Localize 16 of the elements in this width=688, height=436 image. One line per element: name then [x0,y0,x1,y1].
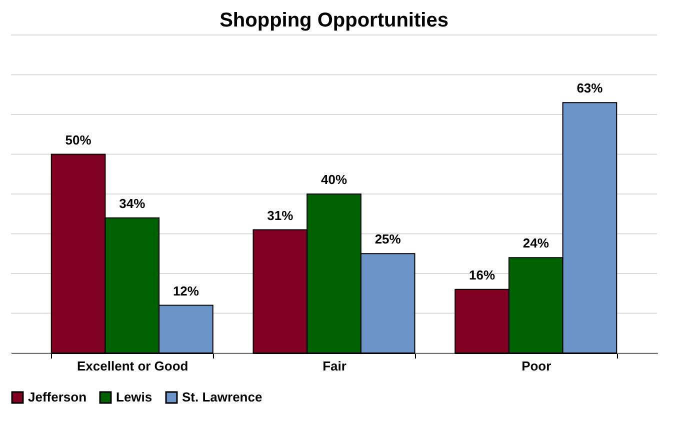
x-tick-label: Fair [322,358,346,374]
data-label: 31% [267,208,294,223]
chart-title: Shopping Opportunities [220,10,448,32]
data-label: 34% [119,196,146,211]
data-label: 40% [320,172,348,187]
x-tick-label: Excellent or Good [77,358,188,374]
legend-label: Jefferson [28,390,87,405]
data-label: 16% [469,267,496,282]
x-tick-label: Poor [522,358,552,374]
data-label: 24% [522,236,550,251]
data-label: 63% [576,80,604,96]
data-label: 25% [374,232,402,247]
legend-label: St. Lawrence [182,390,262,405]
data-label: 50% [65,132,92,148]
data-label: 12% [172,283,200,298]
legend-label: Lewis [116,390,152,405]
